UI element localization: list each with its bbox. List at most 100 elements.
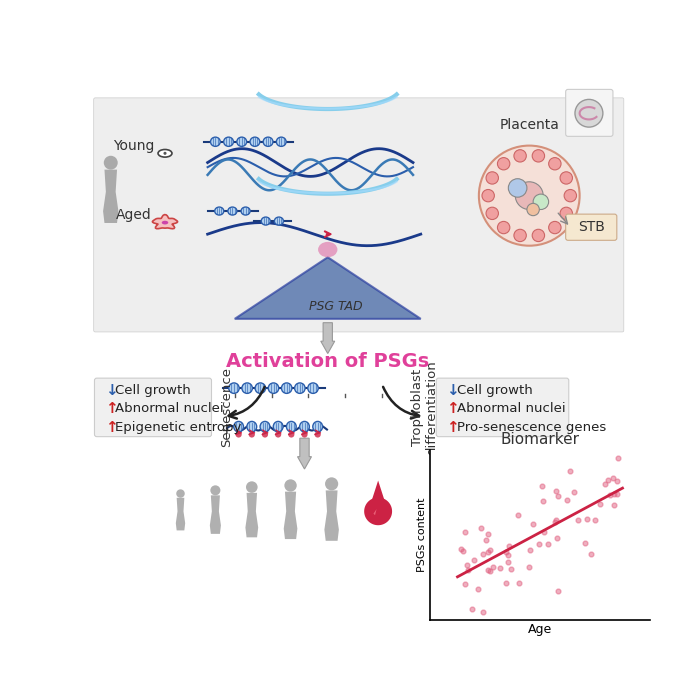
Point (604, 489, 615, 500)
Ellipse shape (286, 421, 296, 432)
Point (461, 559, 472, 570)
Point (485, 544, 496, 555)
Text: Trophoblast
differentiation: Trophoblast differentiation (411, 360, 439, 455)
Circle shape (564, 190, 577, 202)
Point (484, 566, 496, 577)
Polygon shape (321, 323, 335, 354)
Ellipse shape (281, 383, 292, 393)
Point (487, 561, 498, 573)
Point (585, 548, 596, 559)
Circle shape (486, 172, 498, 184)
Point (500, 578, 511, 589)
Circle shape (284, 480, 297, 491)
Point (551, 514, 562, 526)
Text: ↑: ↑ (104, 401, 118, 416)
Circle shape (275, 431, 281, 438)
Point (459, 579, 470, 590)
Circle shape (288, 431, 295, 438)
Polygon shape (298, 438, 312, 469)
Point (527, 519, 538, 530)
Point (514, 578, 525, 589)
Ellipse shape (215, 207, 224, 215)
Circle shape (498, 158, 510, 170)
Ellipse shape (211, 137, 220, 146)
Point (612, 489, 623, 500)
Point (608, 488, 620, 499)
Circle shape (235, 431, 241, 438)
Text: Placenta: Placenta (499, 118, 559, 132)
Circle shape (533, 194, 549, 209)
Circle shape (514, 150, 526, 162)
Ellipse shape (300, 421, 309, 432)
Point (580, 537, 591, 548)
Text: Cell growth: Cell growth (457, 384, 533, 397)
Point (582, 514, 593, 525)
Point (565, 466, 576, 477)
Point (561, 494, 573, 505)
Text: Pro-senescence genes: Pro-senescence genes (457, 421, 606, 434)
Circle shape (532, 150, 545, 162)
Polygon shape (103, 169, 118, 223)
Ellipse shape (250, 137, 260, 146)
Ellipse shape (234, 421, 244, 432)
Point (595, 498, 606, 510)
Text: Abnormal nuclei: Abnormal nuclei (116, 402, 224, 415)
Point (533, 538, 545, 550)
Text: ↑: ↑ (447, 401, 459, 416)
FancyBboxPatch shape (436, 378, 569, 437)
Point (537, 480, 548, 491)
Point (468, 554, 480, 566)
Circle shape (515, 182, 543, 209)
Circle shape (314, 431, 321, 438)
Circle shape (210, 485, 220, 496)
Text: ↓: ↓ (104, 383, 118, 398)
Text: PSG TAD: PSG TAD (309, 300, 363, 313)
Text: Cell growth: Cell growth (116, 384, 191, 397)
Polygon shape (324, 491, 339, 541)
Point (607, 473, 618, 484)
Point (500, 547, 511, 558)
Circle shape (325, 477, 338, 491)
Point (480, 534, 491, 545)
Ellipse shape (295, 383, 305, 393)
Point (573, 514, 584, 525)
Polygon shape (284, 491, 298, 539)
Point (612, 452, 623, 463)
Circle shape (176, 489, 185, 498)
Ellipse shape (158, 150, 172, 157)
Text: Activation of PSGs: Activation of PSGs (226, 351, 429, 371)
FancyBboxPatch shape (566, 214, 617, 240)
Point (602, 475, 613, 486)
Y-axis label: PSGs content: PSGs content (417, 498, 427, 573)
Ellipse shape (229, 383, 239, 393)
FancyBboxPatch shape (566, 90, 613, 136)
Point (503, 540, 514, 552)
Circle shape (302, 431, 307, 438)
Point (611, 475, 622, 486)
Point (502, 550, 513, 561)
Text: Senescence: Senescence (220, 368, 234, 447)
Point (538, 496, 549, 507)
Circle shape (262, 431, 268, 438)
Circle shape (575, 99, 603, 127)
Point (458, 545, 469, 557)
Text: STB: STB (578, 220, 605, 234)
Point (599, 478, 610, 489)
Ellipse shape (308, 383, 318, 393)
Ellipse shape (276, 137, 286, 146)
Ellipse shape (224, 137, 233, 146)
Circle shape (486, 207, 498, 220)
X-axis label: Age: Age (528, 623, 552, 636)
Circle shape (246, 482, 258, 493)
Text: Young: Young (113, 139, 155, 153)
Point (477, 607, 489, 618)
Point (477, 549, 489, 560)
Circle shape (479, 146, 580, 246)
Point (538, 527, 550, 538)
Polygon shape (234, 258, 421, 319)
Point (460, 526, 471, 538)
Ellipse shape (255, 383, 265, 393)
Ellipse shape (242, 383, 253, 393)
Circle shape (560, 172, 573, 184)
Point (524, 545, 536, 556)
